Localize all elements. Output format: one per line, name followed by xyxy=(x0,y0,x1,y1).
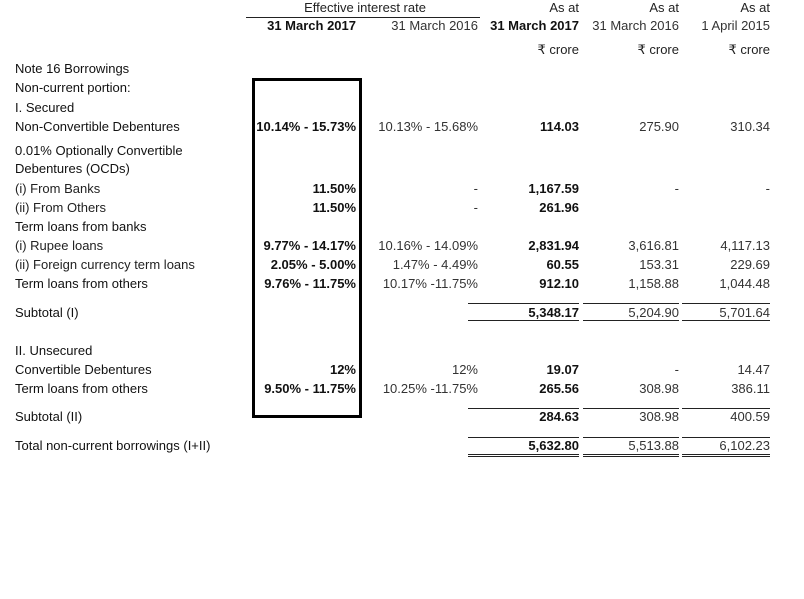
row-label: Non-Convertible Debentures xyxy=(15,119,180,134)
subtotal-rule xyxy=(583,320,679,321)
rate-2017-cell: 2.05% - 5.00% xyxy=(270,257,356,272)
rate-group-header: Effective interest rate xyxy=(304,0,426,15)
rate-2017-cell: 9.76% - 11.75% xyxy=(264,276,356,291)
rate-2016-cell: - xyxy=(473,181,478,196)
amount-cell-3: 1,044.48 xyxy=(719,276,770,291)
amount-cell-3: 6,102.23 xyxy=(719,438,770,453)
total-double-rule xyxy=(583,454,679,455)
row-label: Total non-current borrowings (I+II) xyxy=(15,438,211,453)
row-label: (ii) From Others xyxy=(15,200,106,215)
amount-cell-2: 5,204.90 xyxy=(628,305,679,320)
as-at-label-3: As at xyxy=(740,0,770,15)
row-label: Term loans from others xyxy=(15,276,148,291)
rate-2016-cell: 10.13% - 15.68% xyxy=(378,119,478,134)
rate-2016-cell: 10.17% -11.75% xyxy=(382,276,478,291)
amount-cell-1: 1,167.59 xyxy=(528,181,579,196)
rate-2016-cell: 10.16% - 14.09% xyxy=(378,238,478,253)
amount-cell-1: 261.96 xyxy=(539,200,579,215)
amount-cell-2: 308.98 xyxy=(639,409,679,424)
amount-cell-1: 60.55 xyxy=(546,257,579,272)
row-label: 0.01% Optionally Convertible xyxy=(15,143,183,158)
amount-cell-2: 308.98 xyxy=(639,381,679,396)
subtotal-rule xyxy=(468,303,579,304)
row-label: Term loans from others xyxy=(15,381,148,396)
amount-cell-1: 5,348.17 xyxy=(528,305,579,320)
subtotal-rule xyxy=(682,408,770,409)
amount-cell-3: 400.59 xyxy=(730,409,770,424)
amount-cell-1: 19.07 xyxy=(546,362,579,377)
row-label: Subtotal (II) xyxy=(15,409,83,424)
total-rule xyxy=(468,437,579,438)
amount-cell-2: - xyxy=(674,362,679,377)
amount-cell-2: 3,616.81 xyxy=(628,238,679,253)
as-at-label-1: As at xyxy=(549,0,579,15)
amount-cell-3: 4,117.13 xyxy=(720,238,770,253)
amount-cell-3: 5,701.64 xyxy=(719,305,770,320)
row-label: I. Secured xyxy=(15,100,75,115)
amount-cell-1: 912.10 xyxy=(539,276,579,291)
amount-cell-2: 5,513.88 xyxy=(628,438,679,453)
rate-2017-cell: 12% xyxy=(329,362,356,377)
rate-2017-cell: 11.50% xyxy=(312,181,356,196)
date-header-2: 31 March 2016 xyxy=(592,18,679,33)
rate-2017-header: 31 March 2017 xyxy=(267,18,356,33)
amount-cell-3: 386.11 xyxy=(731,381,770,396)
rate-2016-cell: 1.47% - 4.49% xyxy=(392,257,478,272)
amount-cell-3: 14.47 xyxy=(737,362,770,377)
total-double-rule xyxy=(682,456,770,457)
rate-2016-cell: - xyxy=(473,200,478,215)
highlight-box xyxy=(252,78,362,418)
total-double-rule xyxy=(583,456,679,457)
unit-header-3: ₹ crore xyxy=(728,42,770,57)
row-label: Non-current portion: xyxy=(15,80,131,95)
unit-header-1: ₹ crore xyxy=(537,42,579,57)
row-label: Convertible Debentures xyxy=(15,362,152,377)
subtotal-rule xyxy=(468,320,579,321)
row-label: Debentures (OCDs) xyxy=(15,161,130,176)
date-header-3: 1 April 2015 xyxy=(701,18,770,33)
subtotal-rule xyxy=(682,303,770,304)
rate-2017-cell: 9.77% - 14.17% xyxy=(263,238,356,253)
total-double-rule xyxy=(682,454,770,455)
amount-cell-2: - xyxy=(674,181,679,196)
amount-cell-1: 284.63 xyxy=(539,409,579,424)
row-label: II. Unsecured xyxy=(15,343,93,358)
row-label: Subtotal (I) xyxy=(15,305,79,320)
row-label: (ii) Foreign currency term loans xyxy=(15,257,195,272)
row-label: Term loans from banks xyxy=(15,219,147,234)
rate-2017-cell: 9.50% - 11.75% xyxy=(264,381,356,396)
amount-cell-1: 265.56 xyxy=(539,381,579,396)
unit-header-2: ₹ crore xyxy=(637,42,679,57)
rate-2017-cell: 10.14% - 15.73% xyxy=(256,119,356,134)
rate-2016-cell: 10.25% -11.75% xyxy=(382,381,478,396)
total-double-rule xyxy=(468,454,579,455)
amount-cell-1: 2,831.94 xyxy=(528,238,579,253)
amount-cell-3: 310.34 xyxy=(730,119,770,134)
rate-header-rule xyxy=(246,17,480,18)
total-double-rule xyxy=(468,456,579,457)
amount-cell-3: 229.69 xyxy=(730,257,770,272)
date-header-1: 31 March 2017 xyxy=(490,18,579,33)
subtotal-rule xyxy=(583,408,679,409)
amount-cell-2: 275.90 xyxy=(639,119,679,134)
subtotal-rule xyxy=(468,408,579,409)
rate-2016-cell: 12% xyxy=(451,362,478,377)
total-rule xyxy=(583,437,679,438)
rate-2016-header: 31 March 2016 xyxy=(391,18,478,33)
row-label: Note 16 Borrowings xyxy=(15,61,130,76)
as-at-label-2: As at xyxy=(649,0,679,15)
rate-2017-cell: 11.50% xyxy=(312,200,356,215)
total-rule xyxy=(682,437,770,438)
amount-cell-2: 153.31 xyxy=(639,257,679,272)
subtotal-rule xyxy=(682,320,770,321)
amount-cell-1: 5,632.80 xyxy=(528,438,579,453)
amount-cell-1: 114.03 xyxy=(539,119,579,134)
amount-cell-3: - xyxy=(765,181,770,196)
amount-cell-2: 1,158.88 xyxy=(628,276,679,291)
subtotal-rule xyxy=(583,303,679,304)
row-label: (i) From Banks xyxy=(15,181,101,196)
row-label: (i) Rupee loans xyxy=(15,238,104,253)
